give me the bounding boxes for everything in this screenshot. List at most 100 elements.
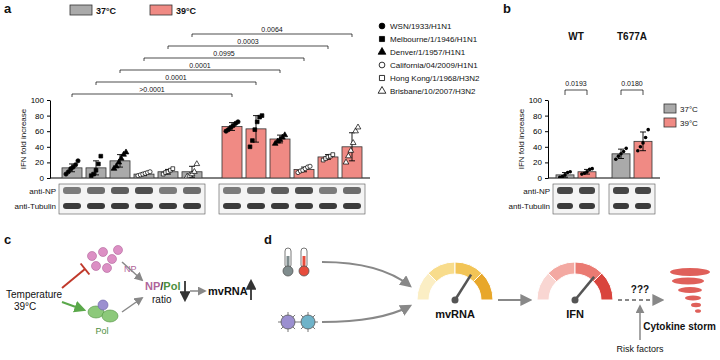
blot-label: anti-Tubulin	[508, 202, 550, 211]
tick: 80	[533, 112, 548, 121]
tick-label: 60	[533, 127, 542, 136]
point	[639, 145, 643, 149]
p-value: 0.0003	[237, 38, 259, 45]
bar	[318, 157, 338, 178]
tornado-icon	[670, 268, 710, 276]
tick-label: 20	[35, 158, 44, 167]
panel-label: c	[4, 232, 11, 247]
np-icon	[92, 262, 101, 271]
bar	[270, 139, 290, 178]
legend-label: Melbourne/1/1946/H1N1	[390, 35, 478, 44]
group-label: WT	[568, 31, 584, 42]
blot-band	[135, 187, 153, 194]
gauge-hub	[572, 297, 579, 304]
gauge-segment	[428, 262, 455, 282]
blot-band	[87, 203, 105, 209]
blot-band	[295, 187, 313, 194]
thermometer-icon	[283, 266, 293, 276]
point	[282, 132, 288, 137]
legend-label: California/04/2009/H1N1	[390, 61, 478, 70]
legend-marker	[378, 48, 386, 55]
point	[171, 167, 175, 171]
point	[348, 147, 354, 152]
point	[346, 153, 352, 158]
bracket	[168, 46, 328, 49]
panel-a: a020406080100IFN fold increase>0.00010.0…	[4, 1, 480, 214]
node-label: Pol	[95, 326, 108, 336]
node-label: mvRNA	[435, 308, 475, 320]
blot-label: anti-NP	[29, 187, 56, 196]
plot-area	[556, 128, 652, 178]
blot-band	[183, 187, 201, 194]
blot-band	[343, 187, 361, 194]
y-axis-title: IFN fold increase	[19, 108, 28, 169]
blot-band	[271, 203, 289, 209]
gauge-needle	[455, 275, 471, 300]
panel-d: dmvRNAIFN???Risk factorsCytokine storm	[264, 232, 716, 354]
point	[253, 128, 257, 132]
blot-band	[635, 203, 651, 209]
point	[624, 147, 628, 151]
panel-label: d	[264, 232, 272, 247]
blot-band	[111, 187, 129, 194]
legend-label: Denver/1/1957/H1N1	[390, 48, 466, 57]
p-value: 0.0064	[261, 26, 283, 33]
blot-band	[557, 187, 573, 194]
p-value: 0.0995	[213, 50, 235, 57]
inhibit-bar	[81, 264, 90, 275]
point	[192, 168, 198, 173]
tick-label: 100	[529, 96, 543, 105]
blot-frame	[219, 184, 365, 214]
legend-marker	[379, 75, 384, 80]
legend-label: 37°C	[680, 105, 698, 114]
point	[194, 161, 200, 166]
arrow	[122, 298, 142, 312]
np-icon	[114, 246, 123, 255]
thermometer-icon	[285, 248, 291, 268]
tick: 20	[533, 158, 548, 167]
tick-label: 20	[533, 158, 542, 167]
tick-label: 0	[538, 174, 543, 183]
ratio-label: NP/Pol	[145, 280, 180, 292]
np-icon	[108, 255, 117, 264]
tick-mark	[545, 116, 548, 117]
panel-label: b	[503, 1, 511, 16]
node-label: mvRNA	[208, 285, 248, 297]
tick: 0	[538, 174, 548, 183]
blot-band	[223, 203, 241, 209]
point	[355, 124, 361, 129]
blot-band	[319, 187, 337, 194]
ratio-part: NP	[145, 280, 160, 292]
point	[97, 162, 101, 166]
blot-band	[135, 203, 153, 209]
blot-frame	[553, 184, 599, 214]
blot-band	[87, 187, 105, 194]
point	[568, 170, 572, 174]
blot-band	[63, 187, 81, 194]
bracket	[192, 34, 352, 37]
gauge	[537, 262, 613, 304]
blot-band	[579, 187, 595, 194]
panel-c: cTemperature39°CNPPolNP/PolratiomvRNA	[4, 232, 251, 336]
np-icon	[99, 248, 108, 257]
y-axis: 020406080100	[31, 96, 51, 183]
tick: 40	[35, 143, 50, 152]
np-icon	[88, 252, 97, 261]
up-arrow	[250, 281, 252, 300]
point	[94, 168, 98, 172]
blot-label: anti-Tubulin	[14, 202, 56, 211]
tick-mark	[545, 162, 548, 163]
point	[251, 139, 255, 143]
arrow	[639, 306, 641, 340]
point	[92, 172, 96, 176]
node-label: ratio	[152, 294, 172, 305]
tick-label: 100	[31, 96, 45, 105]
legend-swatch	[664, 118, 676, 127]
tick-mark	[545, 131, 548, 132]
point	[308, 164, 312, 168]
tick-mark	[47, 147, 50, 148]
virus-body	[301, 315, 315, 329]
down-arrow	[184, 281, 186, 300]
tick-mark	[545, 100, 548, 101]
blot-band	[159, 203, 177, 209]
